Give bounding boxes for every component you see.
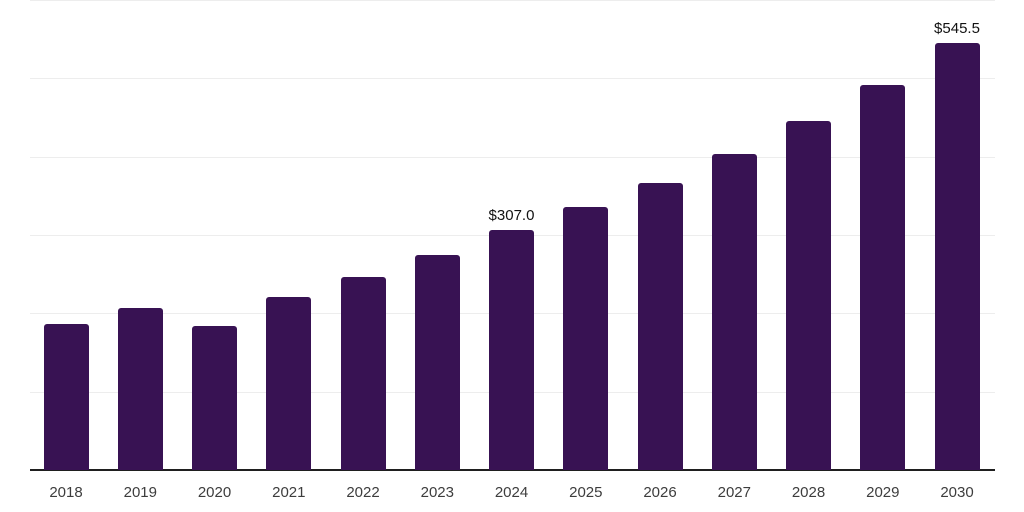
x-tick-label-2024: 2024 <box>494 484 529 501</box>
x-tick-label-2030: 2030 <box>940 484 974 501</box>
bar-2022 <box>340 276 386 470</box>
bar-2028 <box>786 121 831 470</box>
gridline-400 <box>30 156 995 158</box>
x-tick-label-2022: 2022 <box>346 484 380 501</box>
gridline-500 <box>30 78 995 80</box>
x-axis-line <box>30 469 995 471</box>
data-label-2030: $545.5 <box>934 19 980 37</box>
x-tick-label-2029: 2029 <box>866 484 900 501</box>
bar-2018 <box>43 323 89 470</box>
bar-2027 <box>711 153 757 470</box>
bar-2021 <box>266 296 312 470</box>
bar-2026 <box>637 182 683 470</box>
x-tick-label-2020: 2020 <box>197 484 232 501</box>
bar-2023 <box>414 255 460 470</box>
bar-2025 <box>563 206 609 470</box>
x-tick-label-2025: 2025 <box>569 484 603 501</box>
x-tick-label-2023: 2023 <box>420 484 454 501</box>
bar-2029 <box>860 85 906 470</box>
x-tick-label-2019: 2019 <box>123 484 157 501</box>
x-tick-label-2027: 2027 <box>717 484 751 501</box>
bar-2020 <box>192 325 237 470</box>
data-label-2024: $307.0 <box>488 206 535 224</box>
gridline-600 <box>30 0 995 1</box>
x-tick-label-2028: 2028 <box>791 484 826 501</box>
bar-2024 <box>489 229 534 470</box>
x-tick-label-2021: 2021 <box>272 484 306 501</box>
x-tick-label-2018: 2018 <box>49 484 83 501</box>
bar-2030 <box>934 42 980 470</box>
bar-2019 <box>117 307 163 470</box>
plot-area: $307.0 $545.5 <box>30 0 995 471</box>
x-tick-label-2026: 2026 <box>643 484 677 501</box>
